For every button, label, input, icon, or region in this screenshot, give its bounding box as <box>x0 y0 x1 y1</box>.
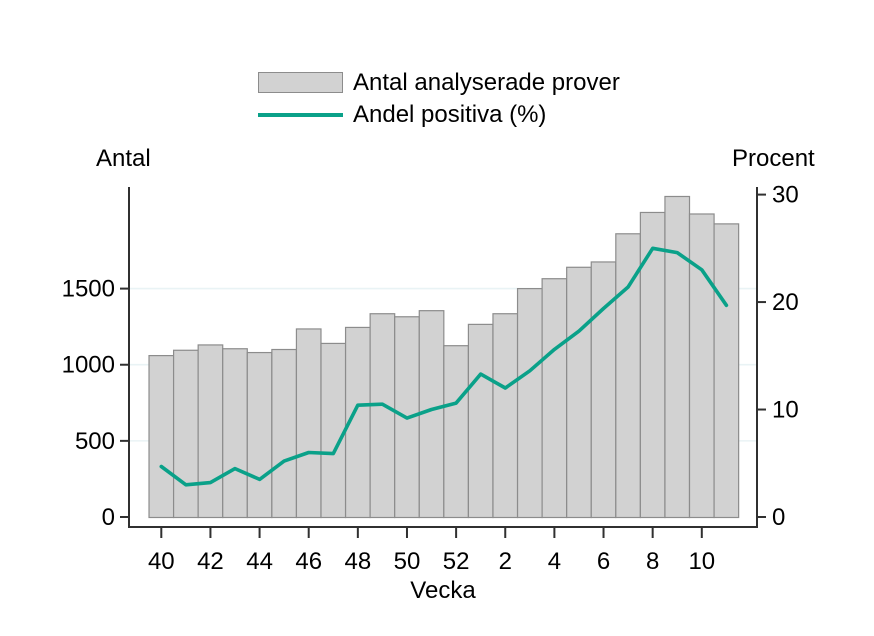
right-tick-label-20: 20 <box>772 289 799 316</box>
bar-week-9 <box>664 195 691 519</box>
bar-week-4 <box>541 278 568 519</box>
bar-week-42 <box>197 344 224 519</box>
legend-bar-swatch <box>258 72 343 93</box>
right-tick-label-10: 10 <box>772 397 799 424</box>
left-tick-label-500: 500 <box>75 428 115 455</box>
legend-label-line: Andel positiva (%) <box>353 101 547 128</box>
bar-week-40 <box>148 354 175 519</box>
left-tick-label-1000: 1000 <box>62 352 115 379</box>
x-tick-label-2: 2 <box>499 548 512 575</box>
right-tick-label-0: 0 <box>772 504 785 531</box>
bar-week-46 <box>295 328 322 519</box>
x-axis-title: Vecka <box>410 577 476 604</box>
bar-week-45 <box>271 348 298 519</box>
bar-week-3 <box>516 288 543 519</box>
left-tick-label-1500: 1500 <box>62 276 115 303</box>
bar-week-43 <box>222 348 248 519</box>
x-tick-label-4: 4 <box>548 548 561 575</box>
bar-week-44 <box>246 351 273 519</box>
bar-week-47 <box>320 342 347 519</box>
x-tick-label-48: 48 <box>344 548 371 575</box>
x-tick-label-42: 42 <box>197 548 224 575</box>
x-tick-label-50: 50 <box>394 548 421 575</box>
bar-week-11 <box>713 223 740 519</box>
left-axis-title: Antal <box>96 145 151 172</box>
bar-week-49 <box>369 313 396 519</box>
x-tick-label-6: 6 <box>597 548 610 575</box>
legend-label-bars: Antal analyserade prover <box>353 69 620 96</box>
bar-week-2 <box>492 313 519 519</box>
bar-week-10 <box>688 213 715 519</box>
x-tick-label-44: 44 <box>246 548 273 575</box>
bar-week-5 <box>566 266 592 519</box>
x-tick-label-46: 46 <box>295 548 322 575</box>
positive-share-line <box>159 246 729 487</box>
x-tick-label-10: 10 <box>688 548 715 575</box>
left-tick-label-0: 0 <box>102 504 115 531</box>
x-tick-label-8: 8 <box>646 548 659 575</box>
bar-week-8 <box>639 211 666 519</box>
x-tick-label-52: 52 <box>443 548 470 575</box>
bar-week-41 <box>172 349 199 519</box>
right-axis-title: Procent <box>732 145 815 172</box>
x-tick-label-40: 40 <box>148 548 175 575</box>
bar-week-52 <box>443 345 469 519</box>
bar-week-7 <box>615 233 641 519</box>
legend-line-swatch <box>258 113 343 117</box>
bar-week-1 <box>467 323 494 519</box>
right-tick-label-30: 30 <box>772 182 799 209</box>
